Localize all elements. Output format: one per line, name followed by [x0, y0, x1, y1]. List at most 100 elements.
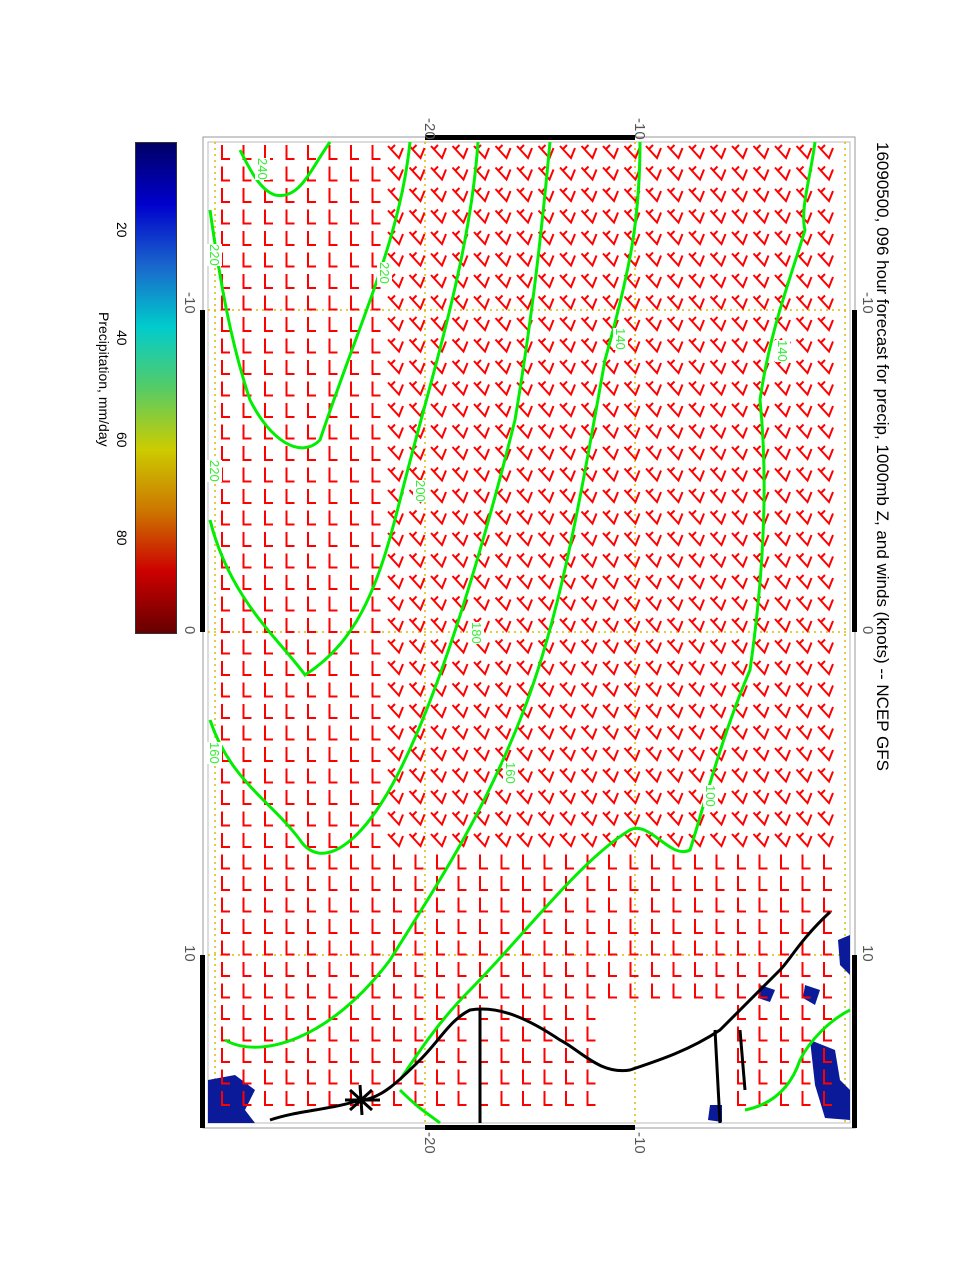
- wind-barb: [795, 230, 813, 246]
- wind-barb: [752, 423, 770, 440]
- wind-barb: [752, 380, 770, 397]
- wind-barb: [645, 187, 662, 203]
- wind-barb: [430, 380, 447, 397]
- wind-barb: [580, 445, 598, 461]
- wind-barb: [559, 703, 576, 719]
- wind-barb: [774, 531, 791, 547]
- wind-barb: [537, 552, 555, 569]
- wind-barb: [543, 919, 553, 934]
- wind-barb: [694, 897, 703, 913]
- wind-barb: [350, 1026, 359, 1042]
- wind-barb: [586, 854, 596, 870]
- wind-barb: [430, 789, 447, 805]
- wind-barb: [516, 660, 533, 676]
- wind-barb: [586, 1069, 596, 1085]
- wind-barb: [242, 510, 252, 526]
- wind-barb: [408, 187, 426, 203]
- wind-barb: [242, 1005, 252, 1020]
- wind-barb: [731, 724, 748, 741]
- wind-barb: [430, 251, 447, 268]
- wind-barb: [408, 552, 426, 569]
- wind-barb: [285, 188, 295, 203]
- wind-barb: [350, 962, 359, 977]
- colorbar-label: Precipitation, mm/day: [96, 312, 112, 447]
- wind-barb: [387, 445, 404, 461]
- wind-barb: [328, 553, 338, 569]
- wind-barb: [328, 1048, 338, 1063]
- wind-barb: [565, 919, 574, 934]
- wind-barb: [774, 380, 791, 397]
- wind-barb: [307, 983, 316, 999]
- wind-barb: [221, 962, 230, 977]
- wind-barb: [516, 230, 533, 246]
- wind-barb: [731, 681, 748, 698]
- wind-barb: [623, 574, 641, 590]
- wind-barb: [823, 962, 832, 977]
- wind-barb: [387, 595, 404, 612]
- wind-barb: [602, 531, 619, 547]
- wind-barb: [651, 854, 660, 870]
- wind-barb: [264, 317, 273, 332]
- wind-barb: [537, 660, 555, 676]
- wind-barb: [242, 983, 252, 999]
- wind-barb: [221, 876, 230, 891]
- wind-barb: [264, 1026, 273, 1042]
- wind-barb: [602, 380, 619, 397]
- wind-barb: [264, 188, 273, 203]
- wind-barb: [516, 595, 533, 612]
- wind-barb: [414, 1005, 424, 1020]
- wind-barb: [430, 509, 447, 526]
- wind-barb: [500, 919, 510, 934]
- wind-barb: [731, 316, 748, 332]
- wind-barb: [371, 274, 381, 289]
- wind-barb: [623, 660, 641, 676]
- wind-barb: [645, 509, 662, 526]
- wind-barb: [694, 876, 703, 891]
- wind-barb: [264, 682, 273, 698]
- wind-barb: [473, 359, 490, 375]
- wind-barb: [586, 1026, 596, 1042]
- wind-barb: [387, 638, 404, 655]
- wind-barb: [221, 231, 230, 246]
- wind-barb: [758, 1026, 768, 1042]
- wind-barb: [801, 897, 811, 913]
- wind-barb: [752, 187, 770, 203]
- wind-barb: [666, 789, 684, 805]
- wind-barb: [307, 768, 316, 784]
- wind-barb: [709, 230, 727, 246]
- wind-barb: [623, 595, 641, 612]
- wind-barb: [559, 273, 576, 289]
- wind-barb: [580, 230, 598, 246]
- wind-barb: [602, 208, 619, 225]
- wind-barb: [371, 532, 381, 547]
- wind-barb: [672, 897, 682, 913]
- wind-barb: [623, 402, 641, 418]
- wind-barb: [709, 531, 727, 547]
- wind-barb: [516, 617, 533, 633]
- wind-barb: [451, 789, 469, 805]
- wind-barb: [801, 1069, 811, 1085]
- wind-barb: [780, 962, 789, 977]
- wind-barb: [688, 273, 705, 289]
- wind-barb: [264, 897, 273, 913]
- wind-barb: [801, 962, 811, 977]
- wind-barb: [221, 897, 230, 913]
- wind-barb: [709, 380, 727, 397]
- wind-barb: [580, 595, 598, 612]
- wind-barb: [408, 638, 426, 655]
- wind-barb: [731, 165, 748, 182]
- wind-barb: [537, 273, 555, 289]
- wind-barb: [350, 532, 359, 547]
- wind-barb: [221, 1005, 230, 1020]
- wind-barb: [328, 876, 338, 891]
- wind-barb: [436, 919, 445, 934]
- wind-barb: [307, 274, 316, 289]
- wind-barb: [709, 617, 727, 633]
- wind-barb: [430, 337, 447, 354]
- wind-barb: [242, 790, 252, 805]
- wind-barb: [494, 359, 512, 375]
- wind-barb: [795, 380, 813, 397]
- wind-barb: [709, 251, 727, 268]
- wind-barb: [580, 574, 598, 590]
- wind-barb: [516, 746, 533, 762]
